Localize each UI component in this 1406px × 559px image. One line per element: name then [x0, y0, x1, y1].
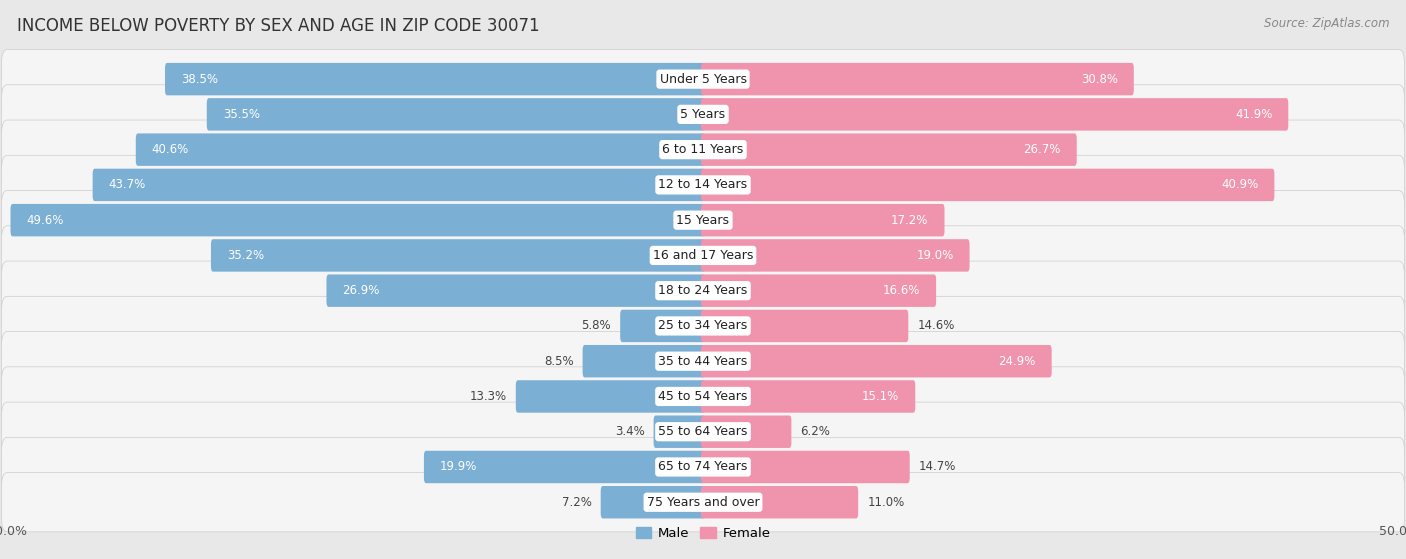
FancyBboxPatch shape [1, 296, 1405, 356]
FancyBboxPatch shape [702, 451, 910, 483]
Text: 35.2%: 35.2% [226, 249, 264, 262]
Legend: Male, Female: Male, Female [630, 522, 776, 546]
Text: 24.9%: 24.9% [998, 355, 1036, 368]
Text: 49.6%: 49.6% [27, 214, 63, 226]
FancyBboxPatch shape [702, 415, 792, 448]
Text: 5 Years: 5 Years [681, 108, 725, 121]
Text: 19.0%: 19.0% [917, 249, 953, 262]
FancyBboxPatch shape [702, 274, 936, 307]
FancyBboxPatch shape [1, 402, 1405, 461]
Text: 16.6%: 16.6% [883, 284, 920, 297]
FancyBboxPatch shape [702, 380, 915, 413]
Text: 26.7%: 26.7% [1024, 143, 1060, 156]
Text: 40.9%: 40.9% [1222, 178, 1258, 191]
FancyBboxPatch shape [702, 98, 1288, 131]
Text: 3.4%: 3.4% [614, 425, 644, 438]
Text: 8.5%: 8.5% [544, 355, 574, 368]
Text: 15 Years: 15 Years [676, 214, 730, 226]
Text: 75 Years and over: 75 Years and over [647, 496, 759, 509]
FancyBboxPatch shape [1, 155, 1405, 215]
FancyBboxPatch shape [702, 134, 1077, 166]
Text: 7.2%: 7.2% [562, 496, 592, 509]
Text: 19.9%: 19.9% [440, 461, 477, 473]
FancyBboxPatch shape [1, 50, 1405, 109]
Text: 65 to 74 Years: 65 to 74 Years [658, 461, 748, 473]
Text: Under 5 Years: Under 5 Years [659, 73, 747, 86]
FancyBboxPatch shape [1, 331, 1405, 391]
Text: 38.5%: 38.5% [181, 73, 218, 86]
Text: 18 to 24 Years: 18 to 24 Years [658, 284, 748, 297]
Text: 6.2%: 6.2% [800, 425, 831, 438]
Text: 17.2%: 17.2% [891, 214, 928, 226]
Text: 13.3%: 13.3% [470, 390, 506, 403]
FancyBboxPatch shape [654, 415, 704, 448]
Text: 14.7%: 14.7% [918, 461, 956, 473]
FancyBboxPatch shape [1, 261, 1405, 320]
FancyBboxPatch shape [1, 437, 1405, 496]
FancyBboxPatch shape [702, 310, 908, 342]
Text: 55 to 64 Years: 55 to 64 Years [658, 425, 748, 438]
FancyBboxPatch shape [207, 98, 704, 131]
Text: 12 to 14 Years: 12 to 14 Years [658, 178, 748, 191]
Text: INCOME BELOW POVERTY BY SEX AND AGE IN ZIP CODE 30071: INCOME BELOW POVERTY BY SEX AND AGE IN Z… [17, 17, 540, 35]
FancyBboxPatch shape [425, 451, 704, 483]
FancyBboxPatch shape [165, 63, 704, 96]
FancyBboxPatch shape [1, 226, 1405, 285]
FancyBboxPatch shape [702, 345, 1052, 377]
FancyBboxPatch shape [211, 239, 704, 272]
FancyBboxPatch shape [136, 134, 704, 166]
FancyBboxPatch shape [1, 191, 1405, 250]
Text: 30.8%: 30.8% [1081, 73, 1118, 86]
Text: 15.1%: 15.1% [862, 390, 900, 403]
Text: 26.9%: 26.9% [343, 284, 380, 297]
FancyBboxPatch shape [702, 204, 945, 236]
FancyBboxPatch shape [582, 345, 704, 377]
FancyBboxPatch shape [600, 486, 704, 518]
Text: Source: ZipAtlas.com: Source: ZipAtlas.com [1264, 17, 1389, 30]
FancyBboxPatch shape [1, 367, 1405, 426]
FancyBboxPatch shape [1, 85, 1405, 144]
Text: 5.8%: 5.8% [582, 319, 612, 333]
FancyBboxPatch shape [326, 274, 704, 307]
Text: 14.6%: 14.6% [917, 319, 955, 333]
FancyBboxPatch shape [702, 63, 1133, 96]
Text: 45 to 54 Years: 45 to 54 Years [658, 390, 748, 403]
FancyBboxPatch shape [702, 169, 1274, 201]
Text: 35 to 44 Years: 35 to 44 Years [658, 355, 748, 368]
FancyBboxPatch shape [1, 472, 1405, 532]
Text: 41.9%: 41.9% [1234, 108, 1272, 121]
FancyBboxPatch shape [516, 380, 704, 413]
FancyBboxPatch shape [10, 204, 704, 236]
Text: 25 to 34 Years: 25 to 34 Years [658, 319, 748, 333]
Text: 35.5%: 35.5% [222, 108, 260, 121]
FancyBboxPatch shape [93, 169, 704, 201]
Text: 43.7%: 43.7% [108, 178, 146, 191]
FancyBboxPatch shape [702, 239, 970, 272]
FancyBboxPatch shape [702, 486, 858, 518]
Text: 6 to 11 Years: 6 to 11 Years [662, 143, 744, 156]
FancyBboxPatch shape [1, 120, 1405, 179]
FancyBboxPatch shape [620, 310, 704, 342]
Text: 11.0%: 11.0% [868, 496, 904, 509]
Text: 16 and 17 Years: 16 and 17 Years [652, 249, 754, 262]
Text: 40.6%: 40.6% [152, 143, 188, 156]
